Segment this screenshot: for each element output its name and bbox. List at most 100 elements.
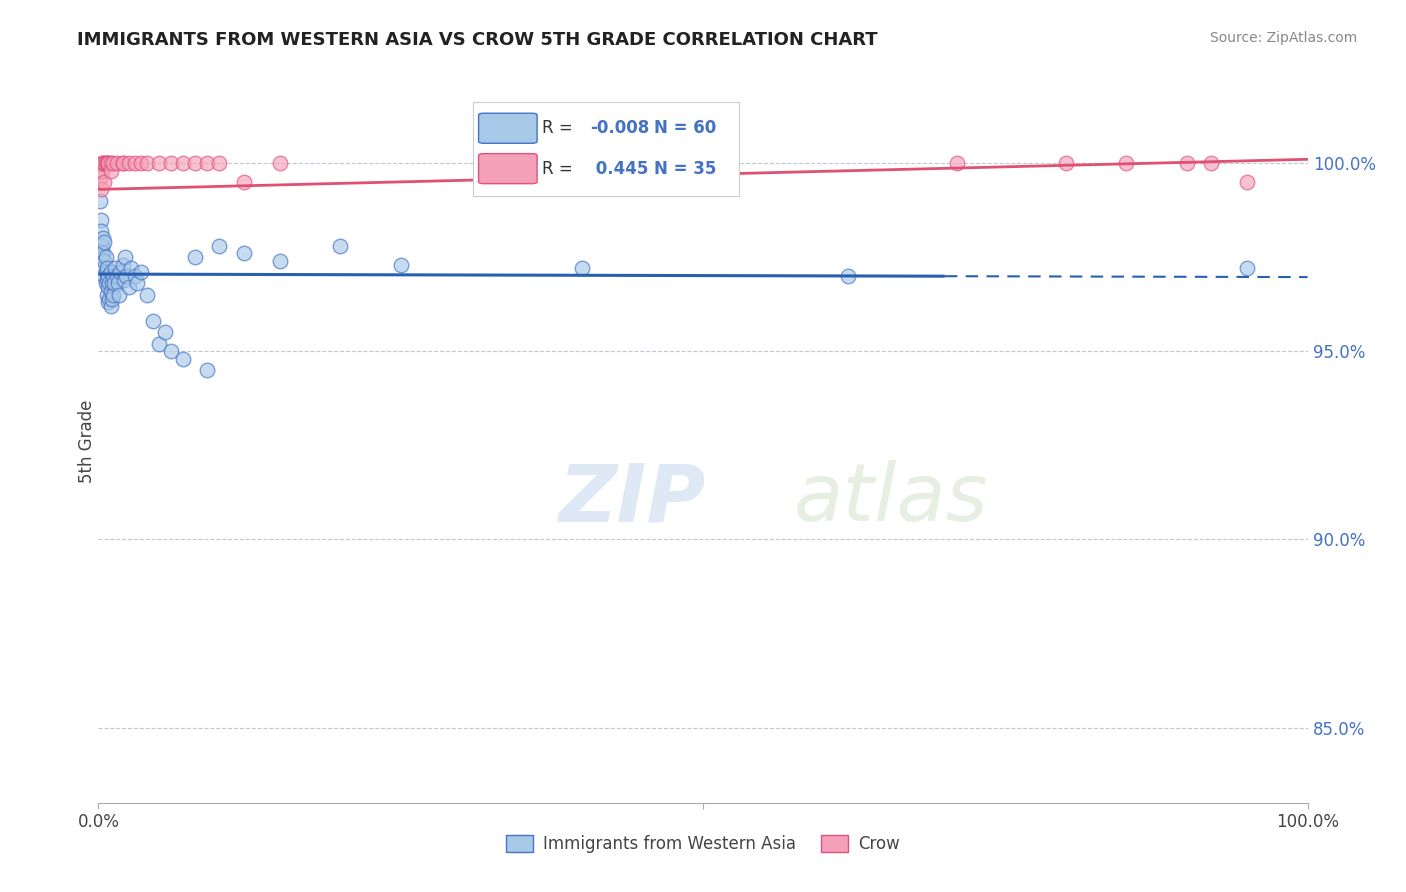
Point <box>160 156 183 170</box>
Point <box>90 224 112 238</box>
Point <box>91 246 114 260</box>
Point <box>93 235 115 249</box>
Point <box>129 156 152 170</box>
Point <box>115 268 138 283</box>
Point <box>97 156 120 170</box>
Point <box>90 212 112 227</box>
Point <box>91 231 114 245</box>
Point <box>104 261 127 276</box>
Point <box>94 156 117 170</box>
Point <box>118 156 141 170</box>
Point <box>97 295 120 310</box>
Point <box>1199 156 1222 170</box>
Point <box>94 250 117 264</box>
Point <box>111 258 134 272</box>
Point <box>269 253 291 268</box>
Point <box>100 284 122 298</box>
Point <box>96 273 118 287</box>
Point <box>208 239 231 253</box>
Point <box>1175 156 1198 170</box>
Text: Source: ZipAtlas.com: Source: ZipAtlas.com <box>1209 31 1357 45</box>
Point <box>1236 175 1258 189</box>
Point <box>94 277 117 291</box>
Point <box>91 239 114 253</box>
Point <box>1115 156 1137 170</box>
Point <box>135 287 157 301</box>
Point <box>97 280 120 294</box>
Point <box>184 250 207 264</box>
Point <box>93 253 115 268</box>
Point <box>108 287 131 301</box>
Point <box>114 250 136 264</box>
Point <box>96 287 118 301</box>
Point <box>160 344 183 359</box>
Point <box>97 268 120 283</box>
Point <box>946 156 969 170</box>
Point <box>103 277 125 291</box>
Point <box>89 171 111 186</box>
Point <box>153 326 176 340</box>
Point <box>100 163 122 178</box>
Point <box>97 156 120 170</box>
Y-axis label: 5th Grade: 5th Grade <box>79 400 96 483</box>
Point <box>127 277 149 291</box>
Point <box>98 292 121 306</box>
Text: ZIP: ZIP <box>558 460 706 539</box>
Point <box>329 239 352 253</box>
Point <box>111 156 134 170</box>
Point <box>232 175 254 189</box>
Point <box>107 277 129 291</box>
Point <box>135 156 157 170</box>
Point <box>101 268 124 283</box>
Point <box>93 156 115 170</box>
Point <box>98 277 121 291</box>
Text: IMMIGRANTS FROM WESTERN ASIA VS CROW 5TH GRADE CORRELATION CHART: IMMIGRANTS FROM WESTERN ASIA VS CROW 5TH… <box>77 31 877 49</box>
Point <box>129 265 152 279</box>
Point <box>100 277 122 291</box>
Point <box>1054 156 1077 170</box>
Point <box>269 156 291 170</box>
Point <box>91 163 114 178</box>
Point <box>89 194 111 208</box>
Point <box>1236 261 1258 276</box>
Point <box>120 261 142 276</box>
Point <box>105 156 128 170</box>
Point <box>101 287 124 301</box>
Point <box>100 292 122 306</box>
Point <box>148 156 170 170</box>
Point <box>172 156 194 170</box>
Point <box>142 314 165 328</box>
Point <box>96 156 118 170</box>
Point <box>112 273 135 287</box>
Point <box>124 268 146 283</box>
Point <box>91 156 114 170</box>
Point <box>105 268 128 283</box>
Point <box>91 250 114 264</box>
Point <box>108 265 131 279</box>
Point <box>90 182 112 196</box>
Point <box>91 156 114 170</box>
Point <box>184 156 207 170</box>
Point <box>101 156 124 170</box>
Point <box>195 363 218 377</box>
Point <box>118 280 141 294</box>
Text: atlas: atlas <box>793 460 988 539</box>
Point <box>93 175 115 189</box>
Point <box>100 299 122 313</box>
Point <box>93 268 115 283</box>
Point <box>172 351 194 366</box>
Point <box>100 265 122 279</box>
Point <box>232 246 254 260</box>
Point <box>100 156 122 170</box>
Point <box>91 261 114 276</box>
Point <box>571 261 593 276</box>
Point <box>94 265 117 279</box>
Point <box>195 156 218 170</box>
Legend: Immigrants from Western Asia, Crow: Immigrants from Western Asia, Crow <box>499 828 907 860</box>
Point <box>111 156 134 170</box>
Point <box>208 156 231 170</box>
Point <box>837 268 859 283</box>
Point <box>124 156 146 170</box>
Point <box>96 261 118 276</box>
Point <box>389 258 412 272</box>
